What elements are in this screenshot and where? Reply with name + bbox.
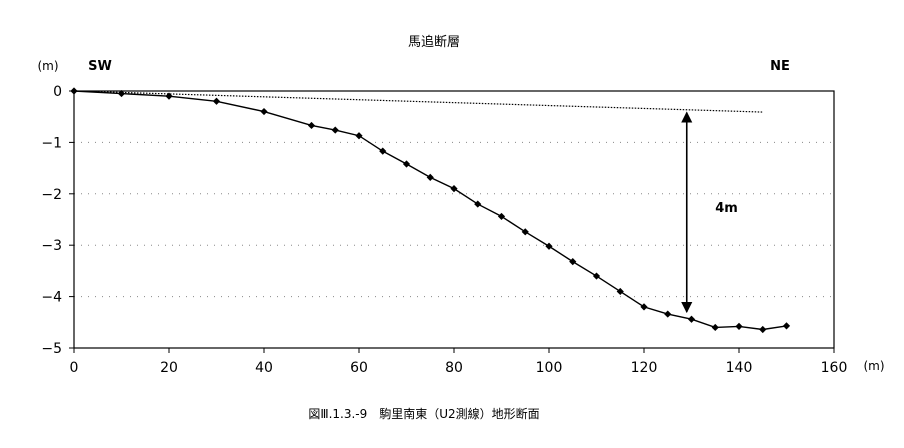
y-tick-label: −1 <box>41 135 62 151</box>
y-tick-label: −4 <box>41 290 62 306</box>
y-tick-label: −3 <box>41 238 62 254</box>
x-tick-label: 140 <box>726 360 753 376</box>
x-axis-unit: (m) <box>863 359 884 373</box>
data-point-marker <box>426 173 434 181</box>
annotation-layer: 4m <box>681 111 738 314</box>
profile-line <box>73 90 787 331</box>
data-point-marker <box>307 121 316 130</box>
height-difference-label: 4m <box>715 201 738 216</box>
y-axis-unit: (m) <box>37 59 58 73</box>
x-tick-label: 60 <box>350 360 368 376</box>
data-point-marker <box>379 147 387 155</box>
direction-label-ne: NE <box>770 59 790 74</box>
x-tick-label: 40 <box>255 360 273 376</box>
data-point-marker <box>474 200 482 208</box>
data-point-marker <box>521 228 529 236</box>
data-point-marker <box>640 303 648 311</box>
gridlines <box>74 141 834 298</box>
y-tick-label: −2 <box>41 187 62 203</box>
data-point-marker <box>260 107 268 116</box>
x-axis: 0 20 40 60 80 100 120 140 160 <box>70 348 848 376</box>
data-point-marker <box>545 242 553 250</box>
data-point-marker <box>735 322 743 331</box>
x-tick-label: 0 <box>70 360 79 376</box>
data-point-marker <box>212 97 221 105</box>
y-axis: 0 −1 −2 −3 −4 −5 <box>41 84 74 357</box>
data-point-marker <box>355 132 363 140</box>
data-point-marker <box>759 325 767 334</box>
series-layer <box>70 87 791 334</box>
data-point-marker <box>331 126 339 134</box>
x-tick-label: 100 <box>536 360 563 376</box>
data-point-marker <box>450 185 458 193</box>
data-point-marker <box>117 89 126 98</box>
y-tick-label: −5 <box>41 341 62 357</box>
chart-title: 馬追断層 <box>408 34 460 50</box>
data-point-marker <box>402 160 411 168</box>
direction-label-sw: SW <box>88 59 112 74</box>
x-tick-label: 160 <box>821 360 848 376</box>
x-tick-label: 120 <box>631 360 658 376</box>
data-point-marker <box>687 315 696 323</box>
data-point-marker <box>711 323 719 332</box>
data-point-marker <box>569 258 577 266</box>
reference-dotted-line <box>73 90 763 113</box>
y-tick-label: 0 <box>53 84 62 100</box>
x-tick-label: 80 <box>445 360 463 376</box>
data-point-marker <box>165 92 173 100</box>
data-point-marker <box>664 310 672 318</box>
plot-area-frame <box>73 90 835 349</box>
data-point-marker <box>592 272 601 280</box>
data-point-marker <box>497 212 506 221</box>
data-point-marker <box>782 322 791 330</box>
figure-caption: 図Ⅲ.1.3.-9 駒里南東（U2測線）地形断面 <box>308 406 539 421</box>
data-point-marker <box>616 287 624 296</box>
x-tick-label: 20 <box>160 360 178 376</box>
